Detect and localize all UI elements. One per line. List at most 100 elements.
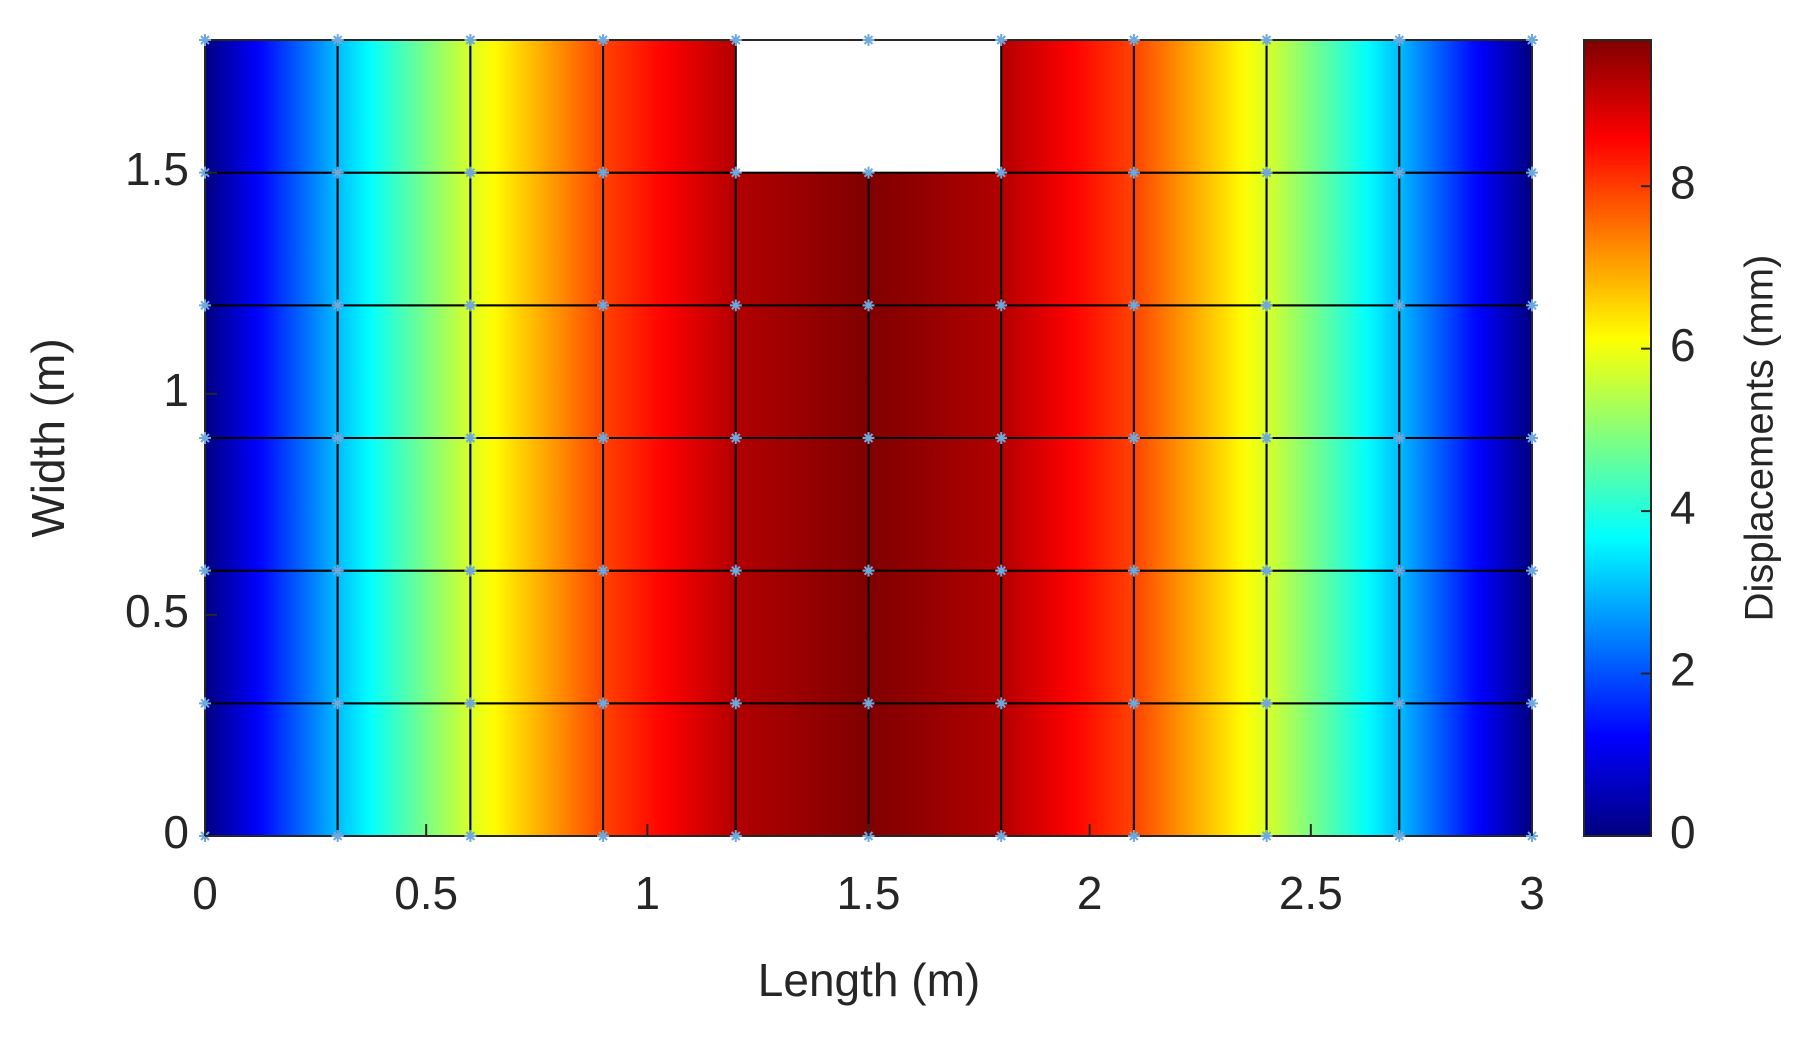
node xyxy=(597,299,610,312)
node xyxy=(597,166,610,179)
node xyxy=(995,432,1008,444)
node xyxy=(1526,697,1538,710)
node xyxy=(464,830,477,842)
element xyxy=(602,39,737,174)
node xyxy=(1127,432,1140,444)
element xyxy=(1000,171,1135,307)
element xyxy=(1398,39,1534,174)
element xyxy=(1132,702,1268,837)
node xyxy=(729,34,742,46)
node xyxy=(331,299,344,312)
element xyxy=(469,171,605,307)
node xyxy=(729,166,742,179)
node xyxy=(729,830,742,842)
element xyxy=(734,569,870,705)
node xyxy=(1393,564,1406,577)
element xyxy=(1398,304,1534,440)
x-tick-label: 3 xyxy=(1519,867,1545,919)
element xyxy=(734,702,870,837)
element xyxy=(602,171,737,307)
node xyxy=(729,299,742,312)
node xyxy=(729,432,742,444)
element xyxy=(1265,702,1401,837)
node xyxy=(1526,299,1538,312)
element xyxy=(1132,304,1268,440)
node xyxy=(331,697,344,710)
colorbar-tick-label: 0 xyxy=(1670,806,1696,858)
node xyxy=(729,697,742,710)
node xyxy=(995,299,1008,312)
element xyxy=(1000,304,1135,440)
x-axis-label: Length (m) xyxy=(758,954,980,1006)
node xyxy=(729,564,742,577)
node xyxy=(199,34,211,46)
node xyxy=(1260,830,1273,842)
element xyxy=(336,39,472,174)
node xyxy=(1526,166,1538,179)
element xyxy=(867,569,1003,705)
element xyxy=(867,304,1003,440)
colorbar-tick-label: 6 xyxy=(1670,319,1696,371)
element xyxy=(1265,39,1401,174)
node xyxy=(464,299,477,312)
element xyxy=(867,437,1003,572)
element xyxy=(204,304,339,440)
element xyxy=(336,304,472,440)
node xyxy=(995,564,1008,577)
element xyxy=(867,702,1003,837)
element xyxy=(1265,437,1401,572)
node xyxy=(1260,34,1273,46)
node xyxy=(597,34,610,46)
node xyxy=(331,432,344,444)
element xyxy=(734,171,870,307)
element xyxy=(734,304,870,440)
y-tick-label: 1 xyxy=(163,364,189,416)
node xyxy=(331,166,344,179)
node xyxy=(1526,34,1538,46)
element xyxy=(336,702,472,837)
element xyxy=(469,702,605,837)
element xyxy=(336,569,472,705)
element xyxy=(469,437,605,572)
node xyxy=(199,564,211,577)
node xyxy=(862,432,875,444)
colorbar-label: Displacements (mm) xyxy=(1738,255,1782,622)
node xyxy=(331,564,344,577)
colorbar-tick-label: 4 xyxy=(1670,481,1696,533)
y-tick-label: 1.5 xyxy=(125,143,189,195)
element xyxy=(336,171,472,307)
node xyxy=(597,830,610,842)
element xyxy=(204,569,339,705)
element xyxy=(602,702,737,837)
element xyxy=(602,437,737,572)
node xyxy=(597,564,610,577)
element xyxy=(1398,437,1534,572)
node xyxy=(1526,564,1538,577)
node xyxy=(1260,299,1273,312)
node xyxy=(1393,299,1406,312)
element xyxy=(336,437,472,572)
element xyxy=(469,304,605,440)
node xyxy=(199,697,211,710)
x-tick-label: 1 xyxy=(635,867,661,919)
node xyxy=(1260,166,1273,179)
mesh xyxy=(204,39,1534,837)
element xyxy=(1265,569,1401,705)
colorbar-tick-label: 2 xyxy=(1670,644,1696,696)
node xyxy=(1127,34,1140,46)
node xyxy=(1127,564,1140,577)
node xyxy=(199,432,211,444)
node xyxy=(1127,697,1140,710)
element xyxy=(1000,39,1135,174)
element xyxy=(1132,569,1268,705)
node xyxy=(995,830,1008,842)
element xyxy=(1132,437,1268,572)
element xyxy=(1132,171,1268,307)
node xyxy=(199,299,211,312)
node xyxy=(995,34,1008,46)
node xyxy=(331,34,344,46)
node xyxy=(995,166,1008,179)
node xyxy=(862,34,875,46)
element xyxy=(602,304,737,440)
